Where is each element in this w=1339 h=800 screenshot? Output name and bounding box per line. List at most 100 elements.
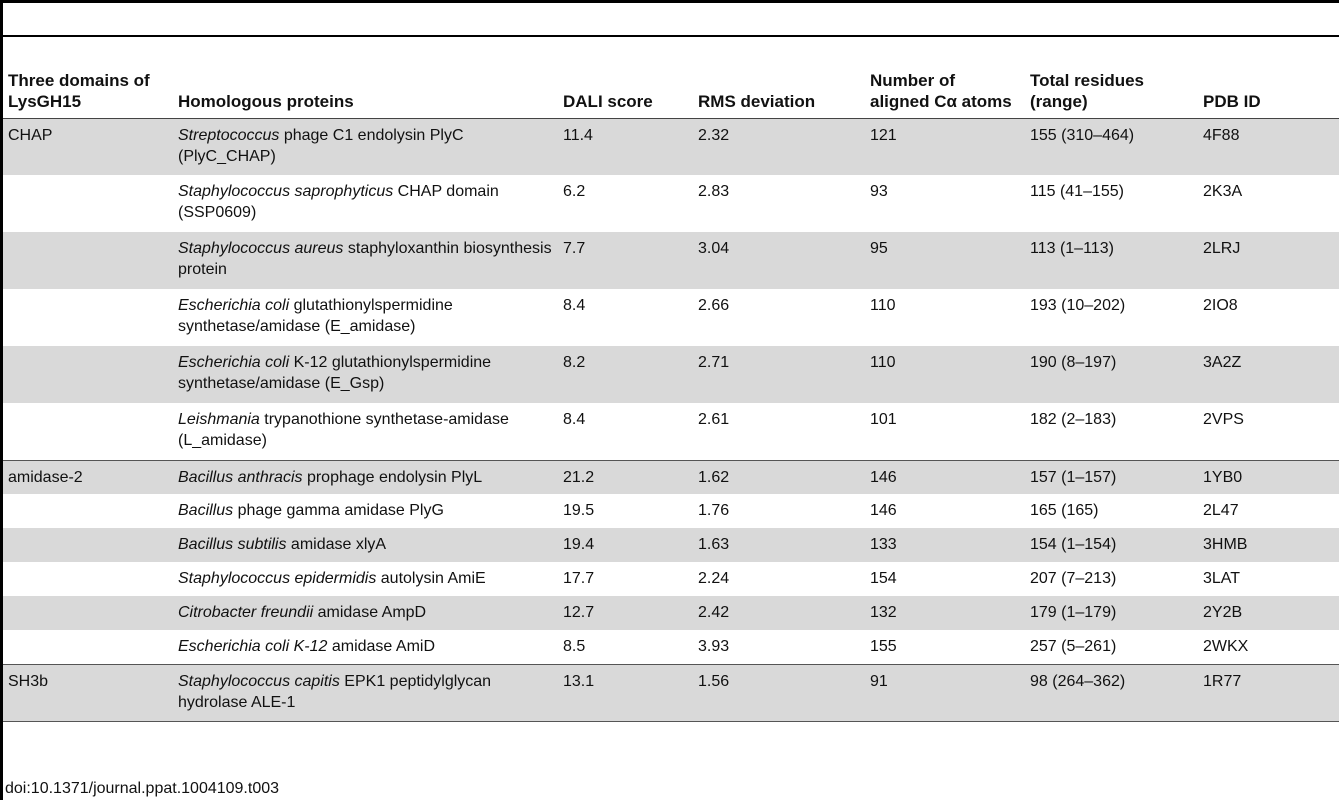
protein-cell: Streptococcus phage C1 endolysin PlyC (P… <box>173 118 558 175</box>
species-name: Escherichia coli <box>178 297 290 314</box>
pdb-cell: 4F88 <box>1198 118 1339 175</box>
pdb-cell: 3HMB <box>1198 528 1339 562</box>
table-row: Escherichia coli glutathionylspermidine … <box>3 289 1339 346</box>
domain-cell <box>3 562 173 596</box>
pdb-cell: 3A2Z <box>1198 346 1339 403</box>
total-cell: 190 (8–197) <box>1025 346 1198 403</box>
table-row: Staphylococcus aureus staphyloxanthin bi… <box>3 232 1339 289</box>
protein-cell: Bacillus phage gamma amidase PlyG <box>173 494 558 528</box>
domain-cell <box>3 403 173 460</box>
species-name: Staphylococcus epidermidis <box>178 570 377 587</box>
header-pdb-id: PDB ID <box>1198 37 1339 119</box>
species-name: Escherichia coli <box>178 354 290 371</box>
protein-description: CHAP domain (SSP0609) <box>178 183 499 221</box>
protein-description: prophage endolysin PlyL <box>302 468 483 486</box>
rms-cell: 1.62 <box>693 459 865 494</box>
header-total-residues: Total residues (range) <box>1025 37 1198 119</box>
pdb-cell: 2LRJ <box>1198 232 1339 289</box>
protein-description: phage gamma amidase PlyG <box>233 502 444 519</box>
total-cell: 179 (1–179) <box>1025 596 1198 630</box>
total-cell: 182 (2–183) <box>1030 411 1117 428</box>
rms-cell: 3.93 <box>698 638 730 655</box>
pdb-cell: 2WKX <box>1203 638 1249 655</box>
protein-cell: Escherichia coli K-12 glutathionylspermi… <box>173 346 558 403</box>
dali-cell: 11.4 <box>558 118 693 175</box>
rms-cell: 1.76 <box>698 502 730 519</box>
total-cell: 98 (264–362) <box>1025 663 1198 722</box>
table-row: Staphylococcus saprophyticus CHAP domain… <box>3 175 1339 232</box>
header-top-rule <box>0 35 1339 37</box>
table-row: Bacillus subtilis amidase xlyA 19.4 1.63… <box>3 528 1339 562</box>
species-name: Bacillus <box>178 502 234 519</box>
pdb-cell: 2Y2B <box>1198 596 1339 630</box>
pdb-cell: 2VPS <box>1203 411 1244 428</box>
protein-description: glutathionylspermidine synthetase/amidas… <box>178 297 453 335</box>
aligned-cell: 133 <box>865 528 1025 562</box>
top-border-rule <box>0 0 1339 3</box>
domain-cell <box>3 175 173 232</box>
species-name: Citrobacter freundii <box>178 604 314 621</box>
aligned-cell: 110 <box>865 346 1025 403</box>
header-row: Three domains of LysGH15 Homologous prot… <box>3 37 1339 119</box>
rms-cell: 3.04 <box>693 232 865 289</box>
table-row: amidase-2 Bacillus anthracis prophage en… <box>3 459 1339 494</box>
aligned-cell: 91 <box>865 663 1025 722</box>
total-cell: 154 (1–154) <box>1025 528 1198 562</box>
aligned-cell: 154 <box>870 570 897 587</box>
species-name: Escherichia coli K-12 <box>178 638 328 655</box>
species-name: Staphylococcus capitis <box>178 672 340 690</box>
table-row: Leishmania trypanothione synthetase-amid… <box>3 403 1339 460</box>
domain-cell <box>3 346 173 403</box>
aligned-cell: 121 <box>865 118 1025 175</box>
domain-cell <box>3 232 173 289</box>
table-row: CHAP Streptococcus phage C1 endolysin Pl… <box>3 118 1339 175</box>
protein-description: autolysin AmiE <box>376 570 486 587</box>
pdb-cell: 2L47 <box>1203 502 1239 519</box>
protein-cell: Citrobacter freundii amidase AmpD <box>173 596 558 630</box>
total-cell: 257 (5–261) <box>1030 638 1117 655</box>
aligned-cell: 101 <box>870 411 897 428</box>
dali-cell: 19.4 <box>558 528 693 562</box>
domain-cell <box>3 528 173 562</box>
pdb-cell: 1R77 <box>1198 663 1339 722</box>
species-name: Streptococcus <box>178 126 280 144</box>
aligned-cell: 146 <box>865 459 1025 494</box>
protein-cell: Bacillus subtilis amidase xlyA <box>173 528 558 562</box>
dali-cell: 7.7 <box>558 232 693 289</box>
dali-cell: 17.7 <box>563 570 595 587</box>
aligned-cell: 110 <box>870 297 896 314</box>
header-homologous-proteins: Homologous proteins <box>173 37 558 119</box>
header-domain: Three domains of LysGH15 <box>3 37 173 119</box>
aligned-cell: 93 <box>870 183 888 200</box>
protein-cell: Escherichia coli K-12 amidase AmiD <box>173 630 558 664</box>
species-name: Bacillus subtilis <box>178 536 287 553</box>
table-row: Escherichia coli K-12 amidase AmiD 8.5 3… <box>3 630 1339 664</box>
table-row: Bacillus phage gamma amidase PlyG 19.5 1… <box>3 494 1339 528</box>
table-row: Escherichia coli K-12 glutathionylspermi… <box>3 346 1339 403</box>
dali-cell: 12.7 <box>558 596 693 630</box>
rms-cell: 2.42 <box>693 596 865 630</box>
pdb-cell: 3LAT <box>1203 570 1241 587</box>
dali-cell: 8.5 <box>563 638 586 655</box>
protein-description: amidase xlyA <box>286 536 387 553</box>
domain-cell: SH3b <box>3 663 173 722</box>
pdb-cell: 2IO8 <box>1203 297 1238 314</box>
table-row: Citrobacter freundii amidase AmpD 12.7 2… <box>3 596 1339 630</box>
rms-cell: 2.61 <box>698 411 730 428</box>
table-row: Staphylococcus epidermidis autolysin Ami… <box>3 562 1339 596</box>
rms-cell: 2.24 <box>698 570 730 587</box>
species-name: Staphylococcus aureus <box>178 240 344 257</box>
table-row: SH3b Staphylococcus capitis EPK1 peptidy… <box>3 663 1339 722</box>
total-cell: 207 (7–213) <box>1030 570 1117 587</box>
header-rms-deviation: RMS deviation <box>693 37 865 119</box>
dali-cell: 19.5 <box>563 502 595 519</box>
aligned-cell: 95 <box>865 232 1025 289</box>
protein-cell: Staphylococcus saprophyticus CHAP domain… <box>173 175 558 232</box>
protein-description: amidase AmpD <box>313 604 427 621</box>
protein-description: phage C1 endolysin PlyC (PlyC_CHAP) <box>178 126 464 165</box>
dali-cell: 21.2 <box>558 459 693 494</box>
protein-description: K-12 glutathionylspermidine synthetase/a… <box>178 354 492 392</box>
protein-description: staphyloxanthin biosynthesis protein <box>178 240 552 278</box>
protein-description: EPK1 peptidylglycan hydrolase ALE-1 <box>178 672 492 711</box>
